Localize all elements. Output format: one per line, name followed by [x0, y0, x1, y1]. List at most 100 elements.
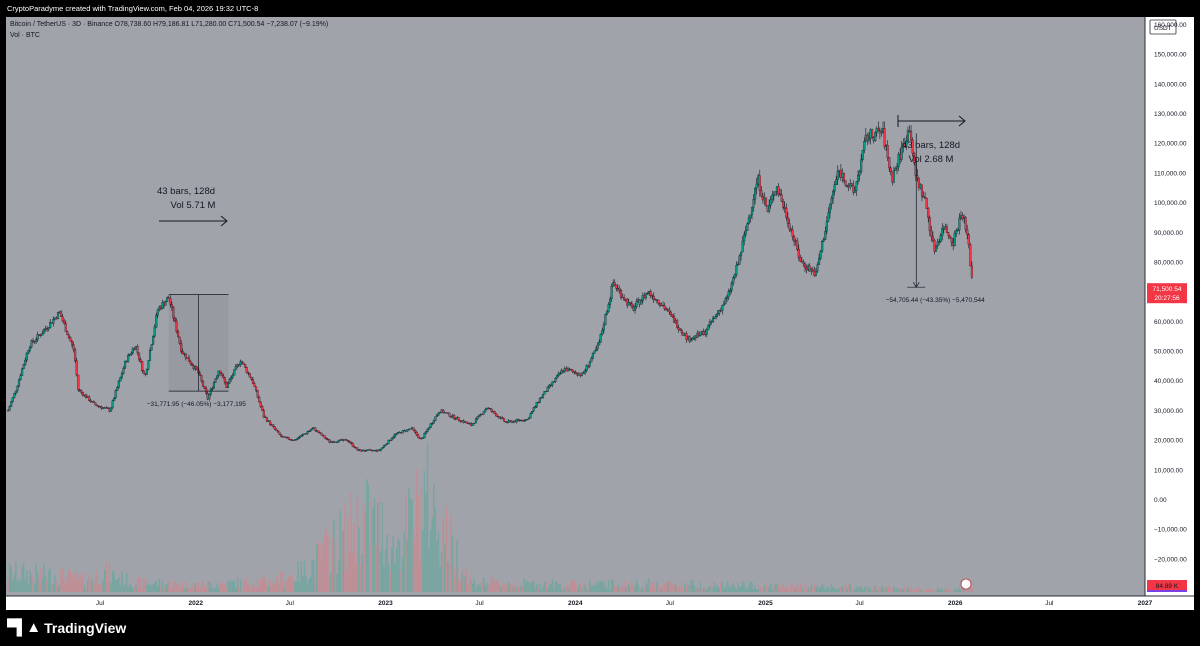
candle-body — [507, 420, 510, 423]
volume-bar — [574, 583, 577, 592]
volume-bar — [18, 578, 20, 592]
candle-body — [203, 386, 206, 389]
volume-bar — [119, 584, 122, 592]
candle-body — [527, 417, 531, 420]
currency-button[interactable] — [1149, 19, 1177, 35]
volume-bar — [171, 586, 173, 592]
volume-bar — [389, 572, 391, 592]
volume-bar — [118, 577, 120, 592]
candle-body — [688, 336, 691, 342]
candle-body — [911, 139, 914, 154]
volume-bar — [161, 580, 164, 592]
candle-body — [676, 320, 679, 328]
candle-body — [939, 235, 942, 242]
candle-body — [30, 340, 33, 348]
candle-body — [428, 427, 431, 430]
replay-icon[interactable] — [960, 578, 972, 590]
volume-bar — [247, 584, 250, 592]
volume-bar — [790, 582, 792, 592]
volume-bar — [110, 582, 112, 592]
last-price-badge[interactable] — [1147, 283, 1187, 304]
chart-panel[interactable] — [6, 17, 1194, 610]
candle-body — [66, 331, 69, 336]
candle-body — [211, 388, 214, 390]
volume-bar — [560, 589, 563, 592]
candle-body — [955, 229, 958, 234]
x-tick-label: 2024 — [568, 600, 583, 607]
volume-bar — [122, 586, 125, 592]
volume-bar — [618, 588, 621, 592]
candle-body — [389, 439, 392, 442]
candle-body — [852, 185, 855, 193]
volume-bar — [567, 586, 569, 592]
volume-bar — [952, 590, 954, 592]
price-axis[interactable] — [1145, 17, 1194, 596]
volume-bar — [443, 544, 446, 592]
candle-body — [117, 381, 120, 388]
volume-bar — [509, 583, 512, 592]
volume-bar — [539, 583, 541, 592]
volume-bar — [378, 498, 381, 592]
candle-body — [228, 379, 231, 384]
left-volume-label: Vol 5.71 M — [171, 200, 216, 211]
volume-bar — [685, 586, 688, 592]
candle-body — [484, 409, 487, 412]
volume-bar — [128, 584, 131, 592]
volume-bar — [314, 577, 317, 592]
volume-bar — [590, 585, 593, 592]
volume-bar — [294, 580, 296, 592]
tradingview-logo-icon: ▀▌▲ — [7, 619, 41, 636]
time-axis[interactable] — [6, 596, 1194, 610]
volume-bar — [573, 580, 576, 592]
candle-body — [607, 304, 610, 312]
candle-body — [750, 206, 754, 216]
volume-bar — [40, 569, 42, 592]
volume-bar — [75, 573, 78, 592]
volume-bar — [635, 579, 638, 592]
volume-bar — [511, 584, 513, 592]
candle-body — [672, 316, 676, 323]
candle-body — [482, 411, 485, 415]
candle-body — [531, 410, 534, 414]
candle-body — [515, 419, 518, 423]
volume-bar — [902, 589, 905, 592]
volume-bar — [535, 583, 538, 592]
volume-bar — [16, 581, 19, 592]
candle-body — [609, 298, 612, 305]
candle-body — [850, 183, 853, 186]
volume-bar — [946, 589, 948, 592]
volume-bar — [888, 586, 891, 592]
volume-bar — [758, 585, 761, 592]
volume-bar — [139, 577, 142, 592]
volume-bar — [729, 587, 731, 592]
candle-body — [52, 319, 55, 324]
candle-body — [478, 414, 481, 417]
volume-bar — [442, 517, 444, 592]
volume-bar — [419, 562, 421, 592]
candle-body — [387, 439, 390, 444]
volume-bar — [280, 571, 282, 592]
volume-bar — [557, 584, 560, 592]
candle-body — [928, 217, 931, 232]
volume-bar — [966, 589, 969, 592]
candle-body — [967, 234, 970, 245]
candle-body — [35, 339, 38, 342]
volume-bar — [479, 585, 482, 592]
y-tick-label: 150,000.00 — [1154, 52, 1187, 59]
candle-body — [803, 263, 807, 268]
candle-body — [109, 407, 113, 412]
volume-bar — [431, 517, 434, 592]
y-tick-label: 130,000.00 — [1154, 111, 1187, 118]
candle-body — [760, 190, 763, 197]
candle-body — [534, 406, 537, 409]
volume-bar — [938, 588, 940, 592]
volume-bar — [356, 496, 359, 592]
x-tick-label: 2027 — [1138, 600, 1153, 607]
volume-bar — [721, 581, 724, 592]
volume-bar — [905, 590, 908, 592]
volume-bar — [734, 586, 736, 592]
candle-body — [732, 277, 735, 284]
volume-bar — [91, 578, 94, 592]
volume-bar — [381, 502, 384, 592]
